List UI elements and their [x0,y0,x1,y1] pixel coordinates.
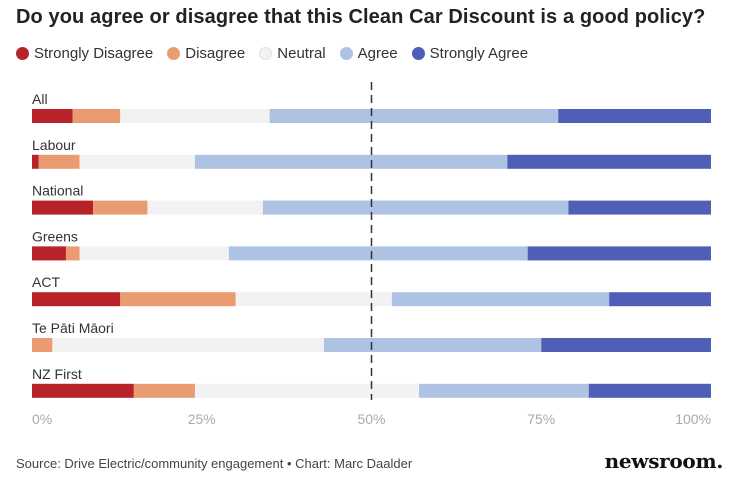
bar-segment [568,200,711,215]
bar-segment [194,383,420,398]
legend-swatch-strongly-disagree [16,47,29,60]
bar-segment [32,200,94,215]
bar-segment [32,338,53,352]
legend-item-disagree: Disagree [167,45,245,62]
bar-segment [120,109,270,123]
bar-segment [507,154,711,169]
x-tick-label: 50% [357,411,385,427]
chart-legend: Strongly Disagree Disagree Neutral Agree… [16,45,528,62]
bar-segment [235,292,392,307]
category-label: ACT [32,274,60,290]
bar-segment [147,200,263,215]
category-label: National [32,183,83,199]
bar-segment [228,246,528,261]
bar-segment [32,292,121,307]
bar-segment [32,246,66,261]
bar-segment [133,383,195,398]
brand-logo: newsroom. [604,449,724,473]
bar-row: Te Pāti Māori [32,320,711,352]
source-credit: Source: Drive Electric/community engagem… [16,456,413,471]
category-label: Greens [32,228,78,244]
bar-segment [32,383,134,398]
x-tick-label: 75% [527,411,555,427]
bar-row: National [32,183,711,215]
legend-label: Strongly Agree [429,45,529,62]
x-tick-label: 25% [188,411,216,427]
bar-segment [79,246,229,261]
bar-segment [527,246,711,261]
legend-item-agree: Agree [339,45,398,62]
bar-segment [120,292,236,307]
category-label: NZ First [32,366,82,382]
bar-segment [194,154,508,169]
bar-rows: All Labour National Greens ACT Te Pāti Māori N… [32,91,711,398]
bar-row: All [32,91,711,123]
bar-row: Labour [32,137,711,169]
x-tick-label: 0% [32,411,52,427]
bar-segment [38,154,80,169]
bar-segment [93,200,148,215]
bar-segment [588,383,711,398]
legend-label: Agree [357,45,398,62]
category-label: Te Pāti Māori [32,320,114,336]
x-tick-label: 100% [675,411,711,427]
bar-segment [72,109,121,123]
bar-row: Greens [32,228,711,261]
bar-segment [323,338,542,352]
legend-item-strongly-agree: Strongly Agree [411,45,529,62]
legend-label: Strongly Disagree [34,45,154,62]
bar-segment [65,246,80,261]
bar-segment [419,383,589,398]
x-axis: 0% 25% 50% 75% 100% [32,411,711,427]
legend-item-neutral: Neutral [259,45,326,62]
legend-label: Disagree [185,45,246,62]
bar-segment [262,200,569,215]
bar-segment [391,292,610,307]
legend-swatch-strongly-agree [411,47,425,60]
bar-segment [609,292,711,307]
category-label: Labour [32,137,76,153]
category-label: All [32,91,48,107]
bar-segment [79,154,195,169]
bar-segment [32,109,73,123]
bar-row: ACT [32,274,711,307]
legend-item-strongly-disagree: Strongly Disagree [16,45,153,62]
legend-swatch-neutral [259,47,273,60]
bar-segment [558,109,711,123]
bar-row: NZ First [32,366,711,398]
bar-segment [32,154,39,169]
legend-label: Neutral [277,45,326,62]
bar-segment [269,109,559,123]
chart-title: Do you agree or disagree that this Clean… [16,6,706,28]
legend-swatch-agree [339,47,353,60]
bar-segment [52,338,324,352]
legend-swatch-disagree [167,47,181,60]
bar-segment [541,338,711,352]
